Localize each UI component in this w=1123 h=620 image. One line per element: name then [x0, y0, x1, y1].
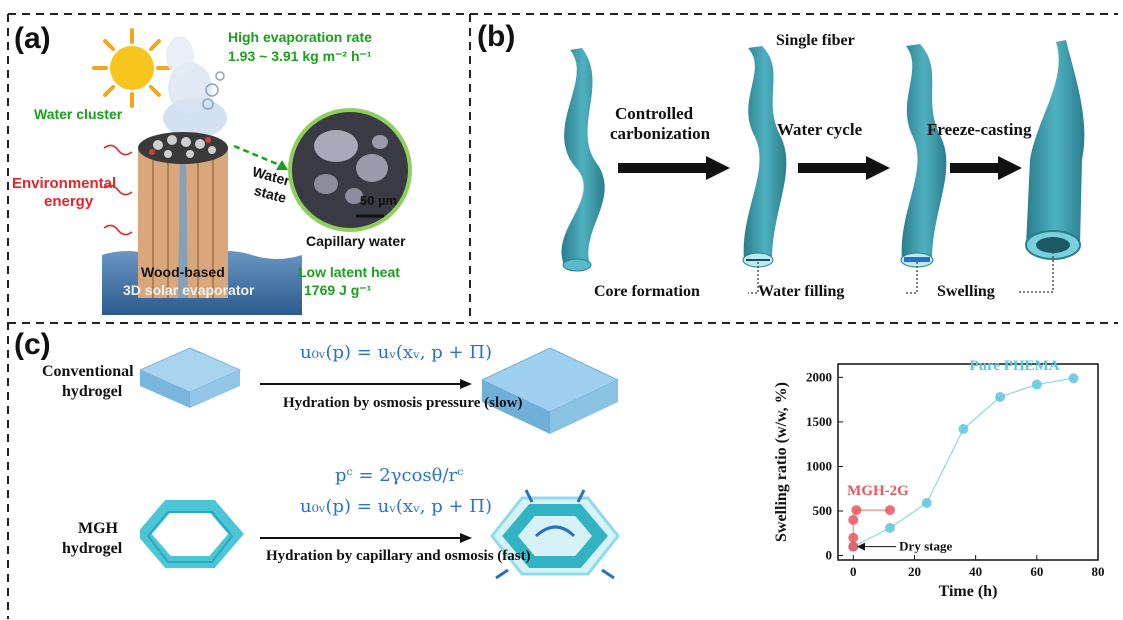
equation-top: u₀ᵥ(p) = uᵥ(xᵥ, p + Π)	[300, 342, 492, 363]
high-rate-value: 1.93 ~ 3.91 kg m⁻² h⁻¹	[228, 48, 372, 64]
data-point	[885, 505, 895, 516]
plot-frame	[837, 363, 1099, 561]
water-cluster-label: Water cluster	[34, 106, 123, 122]
wood-evaporator	[138, 132, 228, 298]
x-tick-label: 80	[1092, 564, 1105, 579]
data-point	[1068, 373, 1079, 384]
panel-c-label: (c)	[14, 328, 51, 361]
y-tick-label: 500	[813, 503, 833, 518]
x-tick-label: 20	[908, 564, 921, 579]
x-tick-label: 60	[1030, 564, 1043, 579]
annotation-dry-stage: Dry stage	[899, 539, 952, 554]
step2-label: Water cycle	[777, 120, 863, 139]
hydrogel-schematic	[140, 347, 620, 580]
mgh-hydrogel-small	[140, 500, 244, 568]
evaporator-line2: 3D solar evaporator	[123, 282, 255, 298]
data-point	[995, 391, 1006, 402]
conventional-hydrogel-small	[140, 347, 242, 408]
scale-bar-label: 50 µm	[360, 193, 398, 208]
mgh-hydrogel-large	[490, 489, 620, 580]
swelling-label: Swelling	[937, 283, 995, 300]
step1-line1: Controlled	[615, 104, 694, 123]
equation-pc: pᶜ = 2γcosθ/rᶜ	[335, 465, 464, 486]
conventional-hydrogel-large	[480, 347, 620, 434]
capillary-micrograph	[288, 108, 412, 232]
high-rate-title: High evaporation rate	[228, 29, 372, 45]
series-label-pure-phema: Pure PHEMA	[970, 358, 1060, 374]
fiber-sequence	[561, 40, 1085, 294]
latent-heat-title: Low latent heat	[298, 264, 400, 280]
x-tick-label: 40	[969, 564, 982, 579]
data-point	[921, 497, 932, 508]
data-point	[848, 514, 859, 525]
data-point	[851, 505, 862, 516]
data-point	[848, 532, 859, 543]
core-formation-label: Core formation	[594, 283, 700, 300]
arrow-bottom-label: Hydration by capillary and osmosis (fast…	[266, 548, 531, 564]
y-tick-label: 1000	[806, 458, 832, 473]
swelling-chart: 0 20 40 60 80 0 500 1000 1500 2000 Time (h) Swellin…	[773, 358, 1105, 600]
conventional-line1: Conventional	[42, 363, 134, 380]
conventional-line2: hydrogel	[62, 383, 123, 400]
single-fiber-label: Single fiber	[776, 32, 855, 49]
capillary-water-label: Capillary water	[306, 233, 406, 249]
environmental-energy-line2: energy	[44, 193, 94, 210]
y-axis-label: Swelling ratio (w/w, %)	[773, 382, 790, 542]
sun-icon	[92, 28, 172, 108]
arrow-top-label: Hydration by osmosis pressure (slow)	[283, 395, 523, 411]
water-filling-label: Water filling	[758, 283, 845, 300]
mgh-line2: hydrogel	[62, 540, 123, 557]
data-point	[958, 424, 969, 435]
step3-label: Freeze-casting	[927, 120, 1032, 139]
data-point	[848, 541, 859, 552]
step1-line2: carbonization	[610, 124, 711, 143]
panel-b-label: (b)	[477, 20, 516, 53]
latent-heat-value: 1769 J g⁻¹	[304, 282, 372, 298]
annotation-arrow-head	[856, 542, 865, 551]
mgh-line1: MGH	[78, 520, 118, 537]
data-point	[1031, 379, 1042, 390]
vapor-plume	[163, 36, 227, 138]
equation-bottom: u₀ᵥ(p) = uᵥ(xᵥ, p + Π)	[300, 496, 492, 517]
y-tick-label: 2000	[806, 369, 832, 384]
series-line	[853, 377, 1074, 548]
series-label-mgh-2g: MGH-2G	[847, 483, 909, 499]
energy-arrows	[103, 144, 133, 236]
panel-a-label: (a)	[14, 22, 51, 55]
evaporator-line1: Wood-based	[141, 264, 225, 280]
series-line	[852, 509, 890, 547]
data-point	[885, 522, 895, 533]
x-axis-label: Time (h)	[939, 583, 998, 600]
y-tick-label: 1500	[806, 414, 832, 429]
y-tick-label: 0	[826, 548, 833, 563]
water-state-arrow	[233, 144, 288, 170]
x-tick-label: 0	[850, 564, 857, 579]
environmental-energy-line1: Environmental	[12, 175, 117, 192]
